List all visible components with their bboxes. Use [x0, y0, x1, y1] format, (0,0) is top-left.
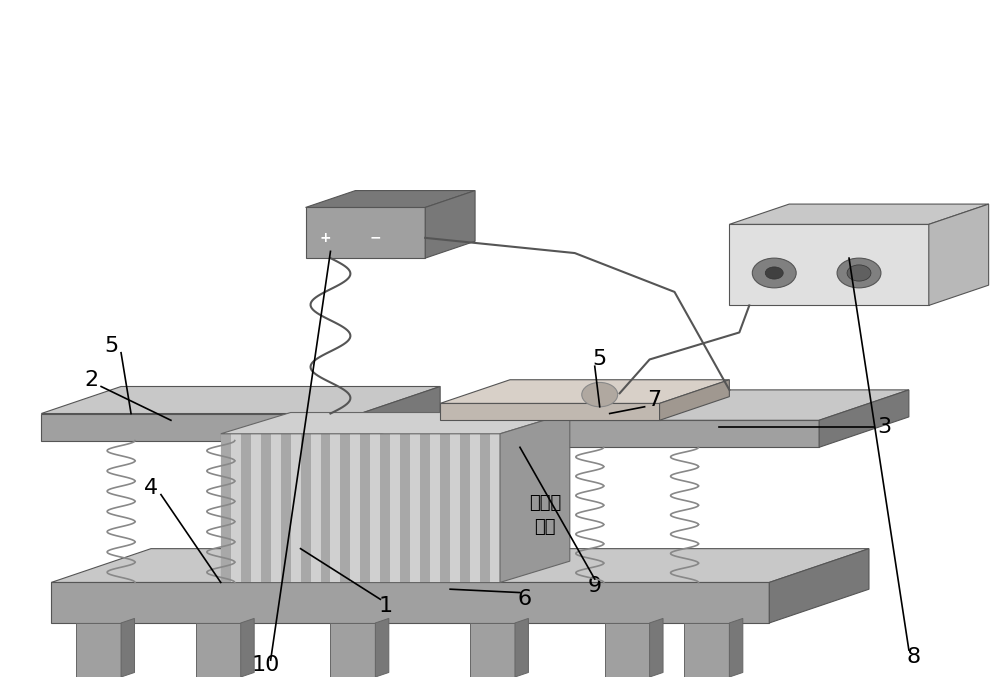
Polygon shape: [470, 434, 480, 583]
Polygon shape: [360, 434, 370, 583]
Polygon shape: [261, 434, 271, 583]
Polygon shape: [231, 434, 241, 583]
Text: 5: 5: [593, 350, 607, 369]
Text: 6: 6: [518, 589, 532, 609]
Circle shape: [752, 258, 796, 288]
Polygon shape: [660, 380, 729, 420]
Polygon shape: [470, 623, 515, 677]
Polygon shape: [370, 434, 380, 583]
Polygon shape: [51, 549, 869, 583]
Polygon shape: [76, 623, 121, 677]
Polygon shape: [605, 623, 650, 677]
Polygon shape: [729, 204, 989, 224]
Polygon shape: [650, 619, 663, 677]
Polygon shape: [769, 549, 869, 623]
Polygon shape: [400, 434, 410, 583]
Polygon shape: [819, 390, 909, 447]
Polygon shape: [360, 386, 440, 441]
Polygon shape: [301, 434, 311, 583]
Polygon shape: [380, 434, 390, 583]
Polygon shape: [241, 619, 254, 677]
Polygon shape: [41, 414, 360, 441]
Polygon shape: [729, 619, 743, 677]
Polygon shape: [330, 434, 340, 583]
Polygon shape: [291, 434, 301, 583]
Text: 1: 1: [378, 596, 392, 616]
Polygon shape: [460, 390, 909, 420]
Polygon shape: [480, 434, 490, 583]
Polygon shape: [350, 434, 360, 583]
Circle shape: [847, 265, 871, 281]
Text: −: −: [370, 231, 381, 245]
Polygon shape: [340, 434, 350, 583]
Polygon shape: [450, 434, 460, 583]
Polygon shape: [221, 434, 500, 583]
Polygon shape: [729, 224, 929, 306]
Polygon shape: [221, 434, 231, 583]
Polygon shape: [460, 434, 470, 583]
Text: 3: 3: [877, 417, 891, 437]
Polygon shape: [440, 434, 450, 583]
Polygon shape: [425, 191, 475, 258]
Polygon shape: [684, 623, 729, 677]
Text: 5: 5: [104, 336, 118, 356]
Polygon shape: [320, 434, 330, 583]
Polygon shape: [196, 623, 241, 677]
Polygon shape: [271, 434, 281, 583]
Polygon shape: [490, 434, 500, 583]
Polygon shape: [311, 434, 320, 583]
Circle shape: [765, 267, 783, 279]
Text: 2: 2: [84, 370, 98, 390]
Text: +: +: [320, 231, 331, 245]
Polygon shape: [420, 434, 430, 583]
Polygon shape: [306, 208, 425, 258]
Polygon shape: [251, 434, 261, 583]
Polygon shape: [330, 623, 375, 677]
Text: 4: 4: [144, 478, 158, 498]
Polygon shape: [281, 434, 291, 583]
Polygon shape: [241, 434, 251, 583]
Polygon shape: [51, 583, 769, 623]
Polygon shape: [440, 403, 660, 420]
Polygon shape: [515, 619, 528, 677]
Circle shape: [582, 382, 618, 407]
Text: 8: 8: [907, 647, 921, 667]
Polygon shape: [375, 619, 389, 677]
Polygon shape: [440, 380, 729, 403]
Polygon shape: [929, 204, 989, 306]
Text: 7: 7: [648, 390, 662, 410]
Text: 涂料和
基板: 涂料和 基板: [529, 494, 561, 536]
Circle shape: [837, 258, 881, 288]
Polygon shape: [430, 434, 440, 583]
Polygon shape: [410, 434, 420, 583]
Polygon shape: [390, 434, 400, 583]
Polygon shape: [121, 619, 135, 677]
Polygon shape: [460, 420, 819, 447]
Polygon shape: [221, 413, 570, 434]
Polygon shape: [306, 191, 475, 208]
Text: 10: 10: [251, 655, 280, 675]
Polygon shape: [41, 386, 440, 414]
Polygon shape: [500, 413, 570, 583]
Text: 9: 9: [588, 576, 602, 595]
